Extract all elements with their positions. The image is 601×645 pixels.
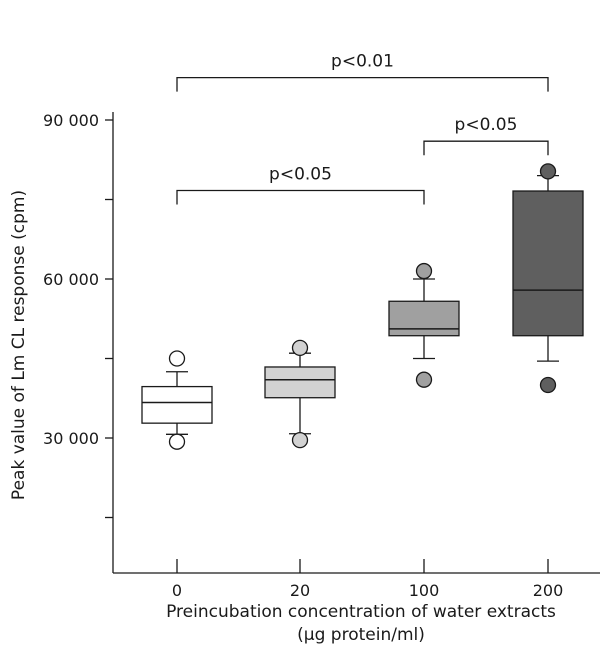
significance-brackets: p<0.01 p<0.05 p<0.05: [176, 52, 549, 205]
bracket-line: [423, 140, 549, 156]
x-tick-label: 200: [533, 581, 564, 600]
box-iqr: [388, 300, 460, 337]
box-group-200: [512, 163, 584, 394]
p-value-label: p<0.05: [269, 164, 332, 184]
y-tick-label: 60 000: [43, 270, 99, 289]
box-group-20: [264, 339, 336, 449]
outlier-point: [168, 433, 186, 450]
box-iqr: [141, 385, 213, 424]
p-value-label: p<0.05: [455, 115, 518, 135]
x-axis-title-line1: Preincubation concentration of water ext…: [166, 602, 556, 622]
significance-bracket: p<0.01: [176, 52, 549, 92]
box-iqr: [512, 190, 584, 337]
outlier-point: [291, 431, 309, 449]
significance-bracket: p<0.05: [423, 115, 549, 156]
y-axis-title: Peak value of Lm CL response (cpm): [9, 190, 29, 500]
boxes: [141, 163, 584, 450]
outlier-point: [291, 339, 309, 357]
y-tick-label: 30 000: [43, 429, 99, 448]
box-group-0: [141, 350, 213, 450]
p-value-label: p<0.01: [331, 52, 394, 72]
outlier-point: [415, 371, 433, 388]
bracket-line: [176, 189, 425, 205]
y-tick-label: 90 000: [43, 111, 99, 130]
outlier-point: [539, 376, 557, 394]
x-tick-label: 20: [290, 581, 310, 600]
significance-bracket: p<0.05: [176, 164, 425, 205]
box-group-100: [388, 262, 460, 388]
x-tick-label: 0: [172, 581, 182, 600]
x-axis-title-line2: (µg protein/ml): [297, 625, 425, 645]
box-iqr: [264, 366, 336, 399]
outlier-point: [539, 163, 557, 180]
outlier-point: [168, 350, 186, 367]
bracket-line: [176, 76, 549, 92]
x-tick-label: 100: [409, 581, 440, 600]
outlier-point: [415, 262, 433, 280]
axes: 30 000 60 000 90 000 0 20 100 200: [43, 111, 600, 600]
